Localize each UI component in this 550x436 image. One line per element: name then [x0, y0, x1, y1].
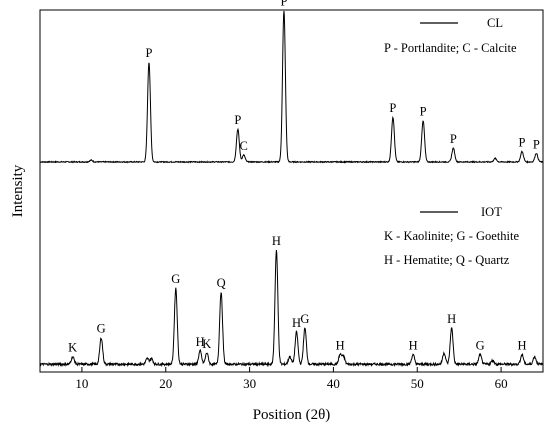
peak-label-k: K	[68, 341, 77, 355]
x-tick-label: 50	[411, 376, 424, 391]
peak-label-p: P	[146, 46, 153, 60]
series-line-cl	[39, 10, 544, 164]
x-axis-title: Position (2θ)	[253, 407, 331, 423]
legend-cl: CL P - Portlandite; C - Calcite	[384, 16, 517, 55]
peak-label-g: G	[300, 312, 309, 326]
peak-label-p: P	[533, 137, 540, 151]
peak-label-p: P	[389, 101, 396, 115]
legend-iot: IOT K - Kaolinite; G - Goethite H - Hema…	[384, 205, 519, 267]
series-layer	[39, 10, 544, 368]
legend-note-cl: P - Portlandite; C - Calcite	[384, 41, 517, 55]
legend-label-iot: IOT	[481, 205, 502, 219]
plot-frame	[39, 9, 544, 373]
x-tick-label: 20	[159, 376, 172, 391]
peak-label-g: G	[476, 339, 485, 353]
peak-label-c: C	[240, 139, 248, 153]
peak-label-q: Q	[217, 276, 226, 290]
peak-label-p: P	[420, 105, 427, 119]
peak-label-g: G	[171, 272, 180, 286]
legend-note-iot-2: H - Hematite; Q - Quartz	[384, 253, 510, 267]
peak-label-g: G	[97, 322, 106, 336]
x-tick-label: 10	[75, 376, 88, 391]
series-line-iot	[39, 249, 544, 368]
peak-label-p: P	[234, 113, 241, 127]
peak-label-h: H	[292, 316, 301, 330]
peak-label-h: H	[272, 234, 281, 248]
peak-label-h: H	[517, 339, 526, 353]
x-tick-label: 60	[495, 376, 508, 391]
peak-label-p: P	[519, 136, 526, 150]
x-tick-label: 40	[327, 376, 340, 391]
peak-label-k: K	[202, 337, 211, 351]
legend-label-cl: CL	[487, 16, 503, 30]
peak-label-h: H	[336, 339, 345, 353]
peak-label-p: P	[281, 0, 288, 9]
legend-note-iot-1: K - Kaolinite; G - Goethite	[384, 229, 519, 243]
x-ticks: 10 20 30 40 50 60	[75, 367, 508, 391]
peak-label-h: H	[196, 335, 205, 349]
peak-label-h: H	[447, 312, 456, 326]
peak-label-p: P	[450, 132, 457, 146]
y-axis-title: Intensity	[10, 164, 26, 217]
peak-label-h: H	[409, 339, 418, 353]
x-tick-label: 30	[243, 376, 256, 391]
